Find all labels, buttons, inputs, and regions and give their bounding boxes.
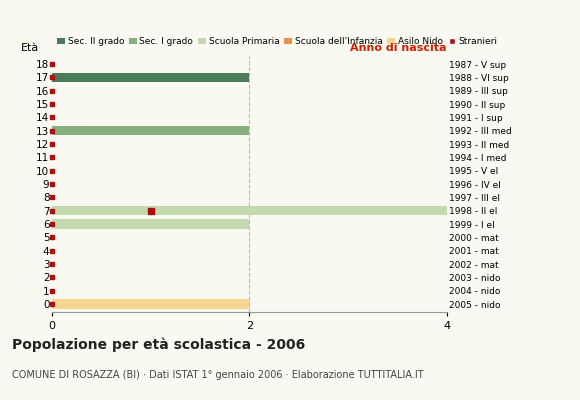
Legend: Sec. II grado, Sec. I grado, Scuola Primaria, Scuola dell'Infanzia, Asilo Nido, : Sec. II grado, Sec. I grado, Scuola Prim… [57,37,497,46]
Bar [52,299,249,309]
Bar [52,219,249,229]
Bar [52,73,249,82]
Text: Popolazione per età scolastica - 2006: Popolazione per età scolastica - 2006 [12,338,305,352]
Text: Età: Età [21,44,39,54]
Text: COMUNE DI ROSAZZA (BI) · Dati ISTAT 1° gennaio 2006 · Elaborazione TUTTITALIA.IT: COMUNE DI ROSAZZA (BI) · Dati ISTAT 1° g… [12,370,423,380]
Bar [52,126,249,135]
Text: Anno di nascita: Anno di nascita [350,44,447,54]
Bar [52,206,447,215]
